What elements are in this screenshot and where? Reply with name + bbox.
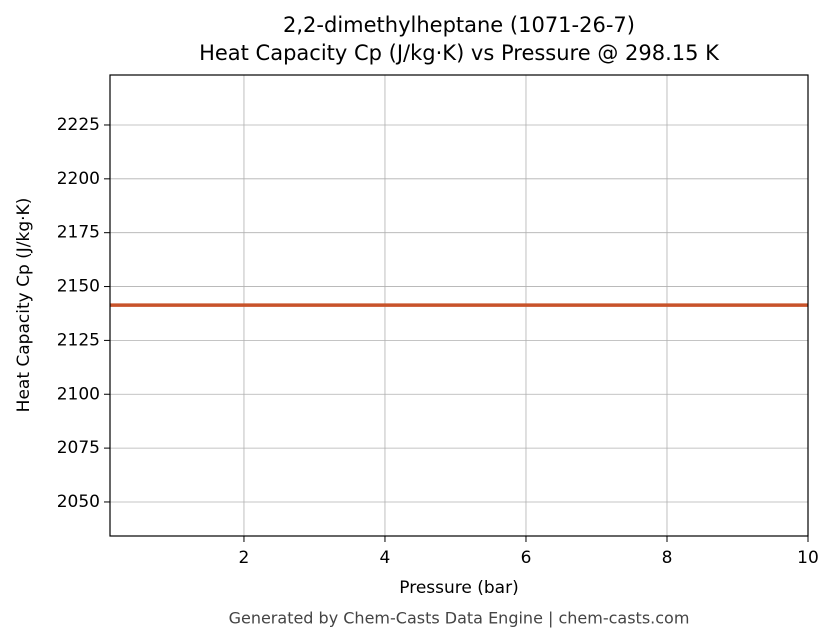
y-tick-label: 2125 xyxy=(57,330,100,350)
y-axis-label: Heat Capacity Cp (J/kg·K) xyxy=(14,198,34,413)
x-tick-label: 8 xyxy=(662,548,673,568)
x-tick-label: 10 xyxy=(797,548,819,568)
y-tick-label: 2050 xyxy=(57,492,100,512)
y-tick-label: 2175 xyxy=(57,223,100,243)
x-axis-label: Pressure (bar) xyxy=(399,578,518,598)
chart-title: 2,2-dimethylheptane (1071-26-7) xyxy=(283,13,635,37)
y-tick-label: 2100 xyxy=(57,384,100,404)
chart-subtitle: Heat Capacity Cp (J/kg·K) vs Pressure @ … xyxy=(199,41,720,65)
footer: Generated by Chem-Casts Data Engine | ch… xyxy=(229,609,690,628)
x-tick-label: 4 xyxy=(380,548,391,568)
y-tick-label: 2150 xyxy=(57,277,100,297)
x-tick-label: 6 xyxy=(521,548,532,568)
plot-frame xyxy=(109,74,809,537)
y-tick-label: 2200 xyxy=(57,169,100,189)
x-tick-label: 2 xyxy=(239,548,250,568)
y-tick-label: 2075 xyxy=(57,438,100,458)
y-tick-label: 2225 xyxy=(57,115,100,135)
